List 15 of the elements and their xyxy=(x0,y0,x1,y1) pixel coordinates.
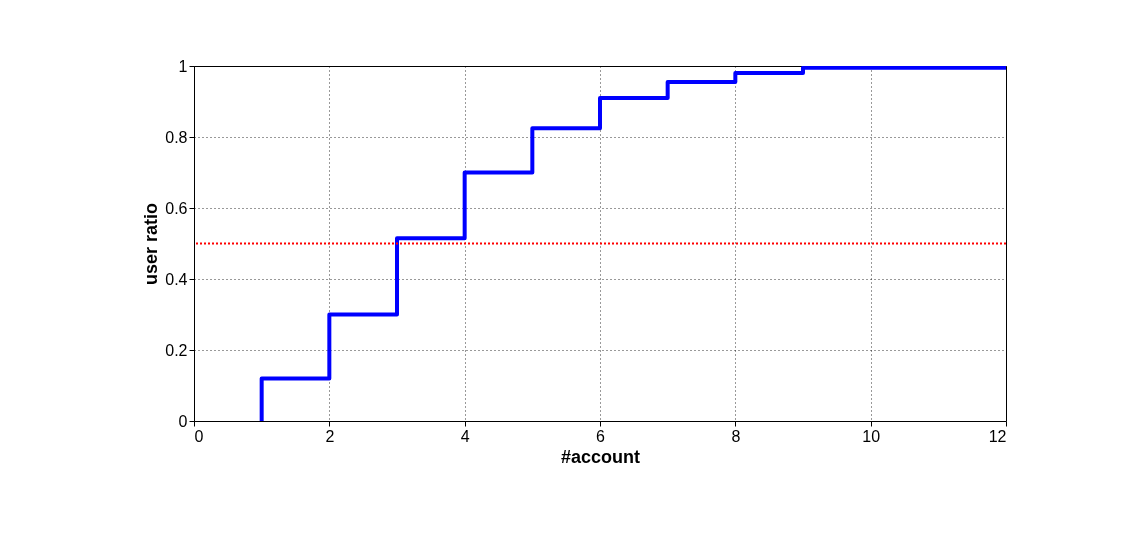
x-tick-label: 12 xyxy=(988,427,1007,445)
y-axis-title: user ratio xyxy=(141,202,162,286)
x-tick-label: 6 xyxy=(596,427,606,445)
y-tick-label: 0 xyxy=(178,412,188,430)
y-tick-label: 0.6 xyxy=(165,199,188,217)
x-tick-label: 0 xyxy=(194,427,204,445)
x-axis-title: #account xyxy=(560,446,641,467)
x-tick-label: 4 xyxy=(460,427,470,445)
x-tick-label: 2 xyxy=(325,427,335,445)
y-tick-label: 0.4 xyxy=(165,270,188,288)
y-tick-label: 1 xyxy=(178,57,188,75)
y-tick-label: 0.8 xyxy=(165,128,188,146)
y-tick-label: 0.2 xyxy=(165,341,188,359)
x-tick-label: 8 xyxy=(731,427,741,445)
x-tick-label: 10 xyxy=(862,427,881,445)
